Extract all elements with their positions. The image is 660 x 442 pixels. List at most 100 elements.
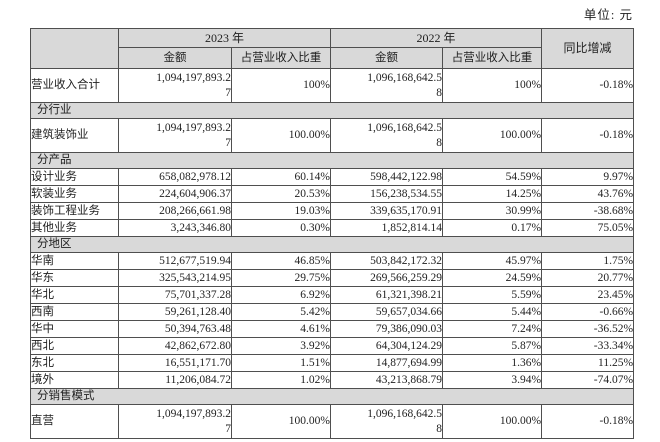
amount-2022-cell: 1,096,168,642.5 8 bbox=[330, 118, 444, 153]
yoy-cell: 43.76% bbox=[541, 185, 635, 203]
row-label: 其他业务 bbox=[30, 219, 119, 237]
section-label: 分销售模式 bbox=[29, 388, 635, 405]
row-label: 建筑装饰业 bbox=[30, 118, 119, 153]
section-label: 分地区 bbox=[29, 236, 635, 253]
row-label: 华北 bbox=[30, 286, 119, 304]
amount-2023-cell: 50,394,763.48 bbox=[118, 320, 232, 338]
amount-2022-cell: 61,321,398.21 bbox=[330, 286, 444, 304]
table-row: 华东 325,543,214.95 29.75% 269,566,259.29 24.5… bbox=[30, 269, 635, 287]
section-row: 分产品 bbox=[29, 152, 635, 169]
share-2023-cell: 29.75% bbox=[230, 269, 332, 287]
yoy-cell: -38.68% bbox=[541, 202, 635, 220]
amount-2022-cell: 59,657,034.66 bbox=[330, 303, 444, 321]
amount-2023-cell: 512,677,519.94 bbox=[118, 252, 232, 270]
amount-2023-cell: 658,082,978.12 bbox=[118, 168, 232, 186]
table-row: 境外 11,206,084.72 1.02% 43,213,868.79 3.94% -7… bbox=[30, 371, 635, 389]
yoy-cell: -36.52% bbox=[541, 320, 635, 338]
share-2022-cell: 100% bbox=[442, 68, 543, 103]
header-yoy: 同比增减 bbox=[541, 28, 635, 69]
yoy-cell: -33.34% bbox=[541, 337, 635, 355]
row-label: 直营 bbox=[30, 404, 119, 439]
unit-label: 单位: 元 bbox=[583, 8, 633, 22]
yoy-cell: 23.45% bbox=[541, 286, 635, 304]
share-2022-cell: 100.00% bbox=[442, 118, 543, 153]
table-row: 东北 16,551,171.70 1.51% 14,877,694.99 1.36% 11… bbox=[30, 354, 635, 372]
amount-2023-cell: 42,862,672.80 bbox=[118, 337, 232, 355]
revenue-breakdown-table: 2023 年 2022 年 同比增减 金额 占营业收入比重 金额 占营业收入比重… bbox=[29, 28, 635, 439]
amount-2022-cell: 598,442,122.98 bbox=[330, 168, 444, 186]
row-label: 华南 bbox=[30, 252, 119, 270]
table-row: 西南 59,261,128.40 5.42% 59,657,034.66 5.44% -0… bbox=[30, 303, 635, 321]
share-2022-cell: 100.00% bbox=[442, 404, 543, 439]
share-2023-cell: 19.03% bbox=[230, 202, 332, 220]
share-2023-cell: 5.42% bbox=[230, 303, 332, 321]
share-2023-cell: 4.61% bbox=[230, 320, 332, 338]
amount-2023-cell: 75,701,337.28 bbox=[118, 286, 232, 304]
share-2023-cell: 60.14% bbox=[230, 168, 332, 186]
header-corner-cell bbox=[30, 28, 119, 69]
share-2022-cell: 30.99% bbox=[442, 202, 543, 220]
yoy-cell: -0.18% bbox=[541, 68, 635, 103]
amount-2022-cell: 1,096,168,642.5 8 bbox=[330, 404, 444, 439]
share-2022-cell: 1.36% bbox=[442, 354, 543, 372]
amount-2023-cell: 59,261,128.40 bbox=[118, 303, 232, 321]
row-label: 软装业务 bbox=[30, 185, 119, 203]
header-share-2023: 占营业收入比重 bbox=[230, 47, 332, 69]
amount-2023-cell: 1,094,197,893.2 7 bbox=[118, 118, 232, 153]
header-row-measures: 金额 占营业收入比重 金额 占营业收入比重 bbox=[31, 47, 634, 69]
share-2022-cell: 5.44% bbox=[442, 303, 543, 321]
share-2022-cell: 5.59% bbox=[442, 286, 543, 304]
row-label: 西南 bbox=[30, 303, 119, 321]
share-2023-cell: 100.00% bbox=[230, 404, 332, 439]
amount-2022-cell: 14,877,694.99 bbox=[330, 354, 444, 372]
share-2023-cell: 1.51% bbox=[230, 354, 332, 372]
table-row: 设计业务 658,082,978.12 60.14% 598,442,122.98 54… bbox=[30, 168, 635, 186]
share-2023-cell: 100% bbox=[230, 68, 332, 103]
share-2023-cell: 1.02% bbox=[230, 371, 332, 389]
yoy-cell: 9.97% bbox=[541, 168, 635, 186]
share-2022-cell: 5.87% bbox=[442, 337, 543, 355]
header-year-2022: 2022 年 bbox=[330, 28, 543, 48]
amount-2022-cell: 1,852,814.14 bbox=[330, 219, 444, 237]
header-amount-2022: 金额 bbox=[330, 47, 444, 69]
yoy-cell: -0.66% bbox=[541, 303, 635, 321]
row-label: 华东 bbox=[30, 269, 119, 287]
share-2022-cell: 24.59% bbox=[442, 269, 543, 287]
row-label: 营业收入合计 bbox=[30, 68, 119, 103]
row-label: 装饰工程业务 bbox=[30, 202, 119, 220]
amount-2022-cell: 79,386,090.03 bbox=[330, 320, 444, 338]
section-row: 分销售模式 bbox=[29, 388, 635, 405]
table-row: 其他业务 3,243,346.80 0.30% 1,852,814.14 0.17% 75… bbox=[30, 219, 635, 237]
yoy-cell: -74.07% bbox=[541, 371, 635, 389]
header-amount-2023: 金额 bbox=[118, 47, 232, 69]
amount-2022-cell: 1,096,168,642.5 8 bbox=[330, 68, 444, 103]
row-label: 华中 bbox=[30, 320, 119, 338]
section-label: 分行业 bbox=[29, 102, 635, 119]
yoy-cell: -0.18% bbox=[541, 118, 635, 153]
section-label: 分产品 bbox=[29, 152, 635, 169]
share-2023-cell: 46.85% bbox=[230, 252, 332, 270]
table-row: 华中 50,394,763.48 4.61% 79,386,090.03 7.24% -3… bbox=[30, 320, 635, 338]
row-label: 境外 bbox=[30, 371, 119, 389]
amount-2023-cell: 11,206,084.72 bbox=[118, 371, 232, 389]
share-2023-cell: 20.53% bbox=[230, 185, 332, 203]
share-2023-cell: 6.92% bbox=[230, 286, 332, 304]
amount-2023-cell: 208,266,661.98 bbox=[118, 202, 232, 220]
yoy-cell: 20.77% bbox=[541, 269, 635, 287]
yoy-cell: 11.25% bbox=[541, 354, 635, 372]
table-body: 营业收入合计 1,094,197,893.2 7 100% 1,096,168,642… bbox=[29, 68, 635, 439]
share-2022-cell: 0.17% bbox=[442, 219, 543, 237]
table-row: 营业收入合计 1,094,197,893.2 7 100% 1,096,168,642… bbox=[30, 68, 635, 103]
amount-2023-cell: 1,094,197,893.2 7 bbox=[118, 404, 232, 439]
share-2022-cell: 45.97% bbox=[442, 252, 543, 270]
table-row: 西北 42,862,672.80 3.92% 64,304,124.29 5.87% -3… bbox=[30, 337, 635, 355]
amount-2022-cell: 64,304,124.29 bbox=[330, 337, 444, 355]
amount-2022-cell: 269,566,259.29 bbox=[330, 269, 444, 287]
share-2023-cell: 0.30% bbox=[230, 219, 332, 237]
amount-2023-cell: 16,551,171.70 bbox=[118, 354, 232, 372]
section-row: 分地区 bbox=[29, 236, 635, 253]
row-label: 设计业务 bbox=[30, 168, 119, 186]
table-row: 装饰工程业务 208,266,661.98 19.03% 339,635,170.91… bbox=[30, 202, 635, 220]
amount-2023-cell: 3,243,346.80 bbox=[118, 219, 232, 237]
yoy-cell: -0.18% bbox=[541, 404, 635, 439]
